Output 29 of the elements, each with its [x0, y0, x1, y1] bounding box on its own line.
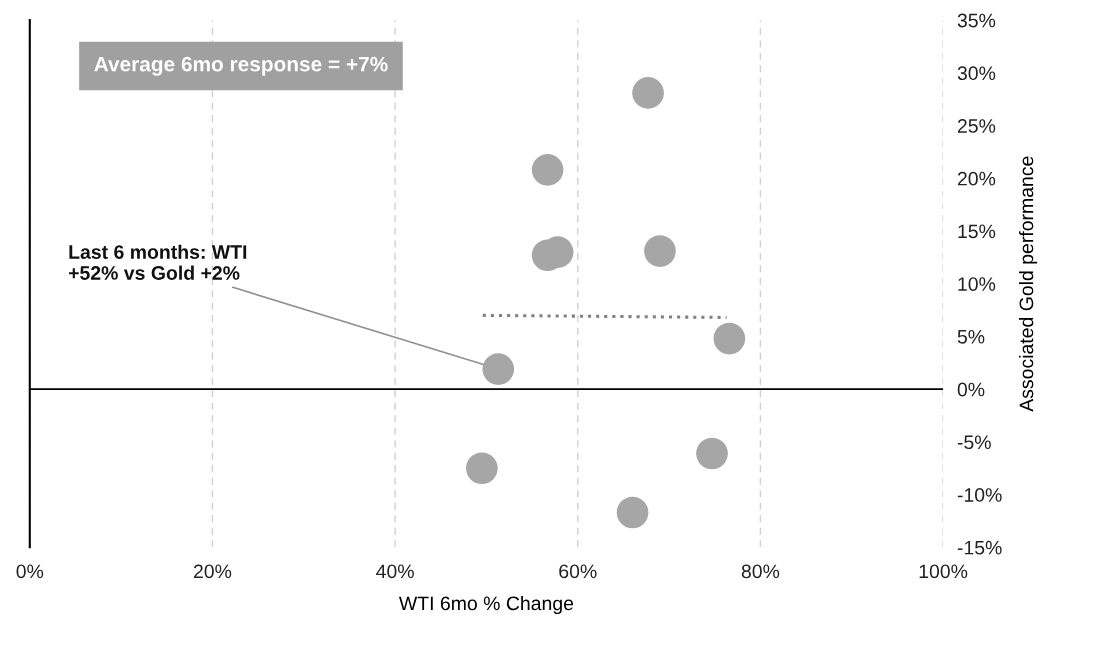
annotation: Average 6mo response = +7% [94, 56, 388, 76]
x-tick-label: 0% [16, 564, 44, 579]
point [531, 154, 564, 186]
x-axis-title: WTI 6mo % Change [398, 595, 574, 615]
x-tick-label: 100% [919, 564, 968, 579]
y-tick-label: 20% [957, 171, 996, 186]
x-tick-label: 20% [193, 564, 232, 579]
y-tick-label: 35% [957, 13, 996, 28]
y-tick-label: 15% [958, 224, 996, 239]
annotation: Last 6 months: WTI +52% vs Gold +2% [68, 244, 247, 280]
y-tick-label: -10% [957, 488, 1002, 502]
x-tick-label: 80% [741, 564, 780, 579]
y-tick-label: -5% [957, 435, 991, 450]
point [713, 322, 746, 355]
point [644, 235, 676, 267]
point [616, 496, 649, 529]
y-tick-label: 0% [957, 382, 985, 397]
x-tick-label: 60% [559, 564, 597, 579]
point [696, 437, 728, 470]
y-tick-label: 25% [957, 119, 996, 133]
point [482, 353, 515, 385]
x-tick-label: 40% [376, 564, 414, 579]
point [466, 452, 498, 485]
point [632, 77, 664, 109]
y-tick-label: 30% [957, 66, 996, 81]
y-axis-title: Associated Gold performance [1019, 156, 1038, 412]
y-tick-label: 10% [958, 277, 996, 291]
y-tick-label: -15% [957, 540, 1002, 555]
y-tick-label: 5% [957, 329, 985, 344]
